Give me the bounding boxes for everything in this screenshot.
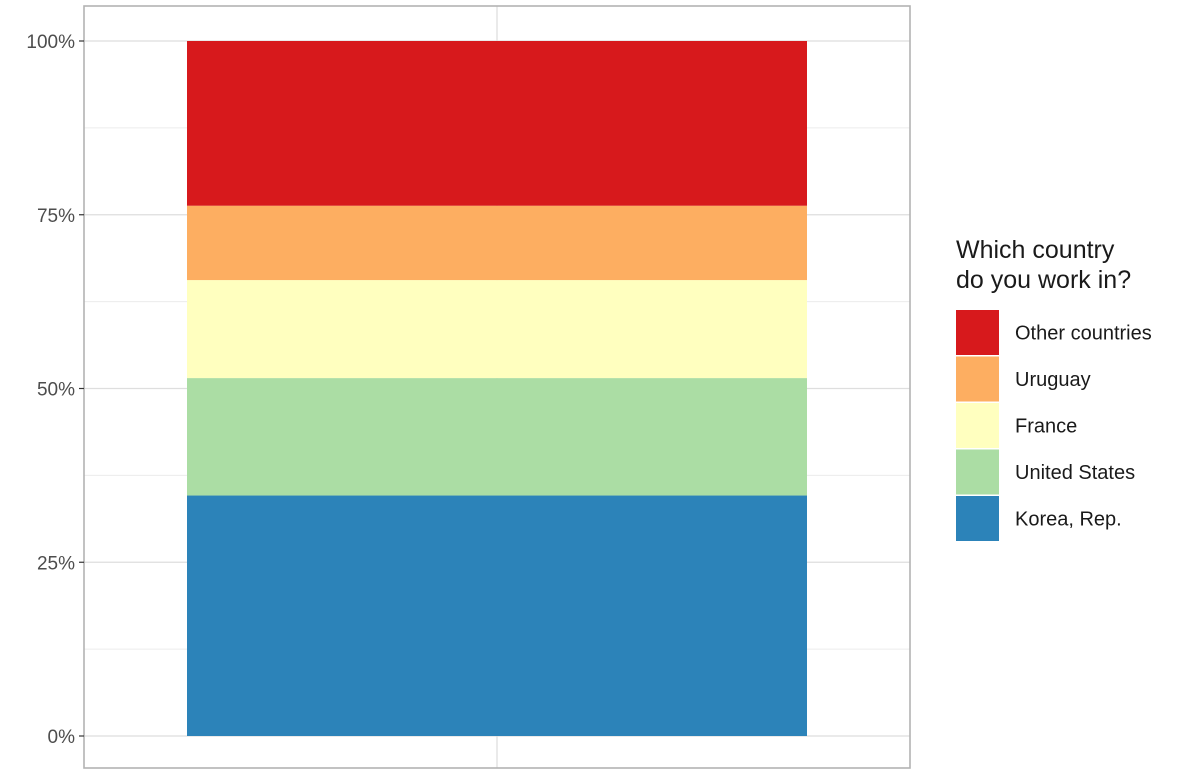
legend-key xyxy=(956,403,999,448)
bar-segment-france xyxy=(187,280,807,379)
y-tick-label: 25% xyxy=(37,553,75,574)
bar-segment-united-states xyxy=(187,378,807,496)
y-axis: 0% 25% 50% 75% 100% xyxy=(26,32,84,748)
legend-label: Other countries xyxy=(1015,323,1152,345)
legend-title: Which country xyxy=(956,236,1115,264)
legend-label: Uruguay xyxy=(1015,369,1091,391)
legend-key xyxy=(956,310,999,355)
bar-segment-uruguay xyxy=(187,205,807,281)
y-tick-label: 100% xyxy=(26,32,75,53)
legend-label: France xyxy=(1015,416,1077,438)
panel-border xyxy=(83,5,911,769)
legend-title: do you work in? xyxy=(956,266,1131,294)
legend-key xyxy=(956,449,999,495)
bar-segment-other-countries xyxy=(187,41,807,206)
y-tick-label: 50% xyxy=(37,380,75,401)
bar-segment-korea-rep xyxy=(187,495,807,736)
y-tick-label: 0% xyxy=(48,727,76,748)
legend-label: United States xyxy=(1015,462,1135,484)
legend-key xyxy=(956,496,999,541)
y-tick-label: 75% xyxy=(37,206,75,227)
legend-key xyxy=(956,356,999,402)
legend-label: Korea, Rep. xyxy=(1015,509,1122,531)
bar-layer xyxy=(187,41,807,736)
